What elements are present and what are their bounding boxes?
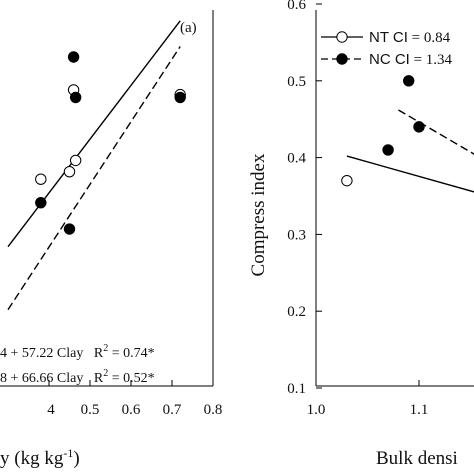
legend-nc-code: NC CI [369,51,410,68]
left-point-s2-1 [63,223,76,235]
equation-1-r-sup: 2 [103,343,108,354]
right-legend: NT CI = 0.84 NC CI = 1.34 [321,29,453,68]
right-y-tick-label-1: 0.2 [287,304,306,320]
equation-1-r2-value: = 0.74* [108,346,154,361]
right-y-tick-label-2: 0.3 [287,227,306,243]
equation-1-r: R [94,346,104,361]
right-panel: 1.01.11.20.10.20.30.40.50.6 NT CI = 0.84… [248,0,474,469]
left-x-tick-label-0: 4 [47,402,55,418]
left-point-s1-0 [35,173,47,185]
equation-2-r2-value: = 0.52* [108,371,154,386]
equation-2-gap [83,371,94,386]
left-point-s1-2 [69,154,82,167]
right-point-s2-1 [403,75,415,87]
right-point-s2-0 [382,144,394,156]
left-fit-lines [7,20,181,311]
left-point-s2-3 [69,91,82,104]
right-y-tick-label-0: 0.1 [287,381,306,397]
left-x-title-sup: -1 [63,446,73,460]
equation-2-r-sup: 2 [103,368,108,379]
legend-label-nc: NC CI = 1.34 [369,51,453,68]
right-point-s1-0 [341,174,353,187]
left-data-points [35,51,186,235]
right-y-axis-title: Compress index [248,153,269,276]
left-x-tick-label-1: 0.5 [81,402,100,418]
right-point-s2-2 [413,121,425,133]
right-x-axis-title: Bulk densi [376,448,458,469]
legend-marker-nt [336,31,348,43]
panel-label-a: (a) [180,20,197,36]
equation-2-r: R [94,371,104,386]
legend-nt-code: NT CI [369,29,408,46]
equation-1-text: 4 + 57.22 Clay [0,346,83,361]
legend-nt-value: = 0.84 [408,30,451,46]
left-point-s2-0 [35,197,47,209]
legend-label-nt: NT CI = 0.84 [369,29,451,46]
right-y-tick-label-3: 0.4 [287,151,306,167]
legend-marker-nc [336,53,348,65]
right-data-points [341,75,425,187]
left-x-title-main: y (kg kg [0,448,64,469]
left-point-s2-4 [174,91,186,104]
left-x-title-close: ) [73,448,79,469]
legend-nc-value: = 1.34 [410,52,453,68]
left-fit-line-1 [7,20,181,248]
right-y-tick-label-4: 0.5 [287,74,306,90]
left-point-s2-2 [67,51,80,63]
left-x-tick-label-3: 0.7 [163,402,182,418]
equation-1-gap [83,346,94,361]
left-x-tick-label-4: 0.8 [204,402,223,418]
right-x-tick-label-0: 1.0 [307,402,326,418]
left-x-axis-title: y (kg kg-1) [0,446,80,469]
left-panel: 4 0.5 0.6 0.7 0.8 (a) 4 + 57.22 Clay R2 = 0.… [0,10,222,469]
right-fit-lines [346,109,474,193]
right-ticks: 1.01.11.20.10.20.30.40.50.6 [287,0,429,418]
right-y-tick-label-5: 0.6 [287,0,306,13]
left-x-ticks: 4 0.5 0.6 0.7 0.8 [47,380,222,418]
right-x-tick-label-1: 1.1 [410,402,429,418]
left-fit-line-2 [7,46,181,311]
equation-2-text: 8 + 66.66 Clay [0,371,83,386]
right-fit-line-2 [398,109,474,155]
left-equation-1: 4 + 57.22 Clay R2 = 0.74* [0,343,155,361]
left-point-s1-1 [63,165,76,178]
right-fit-line-1 [346,155,474,193]
left-x-tick-label-2: 0.6 [122,402,141,418]
left-equation-2: 8 + 66.66 Clay R2 = 0.52* [0,368,155,386]
